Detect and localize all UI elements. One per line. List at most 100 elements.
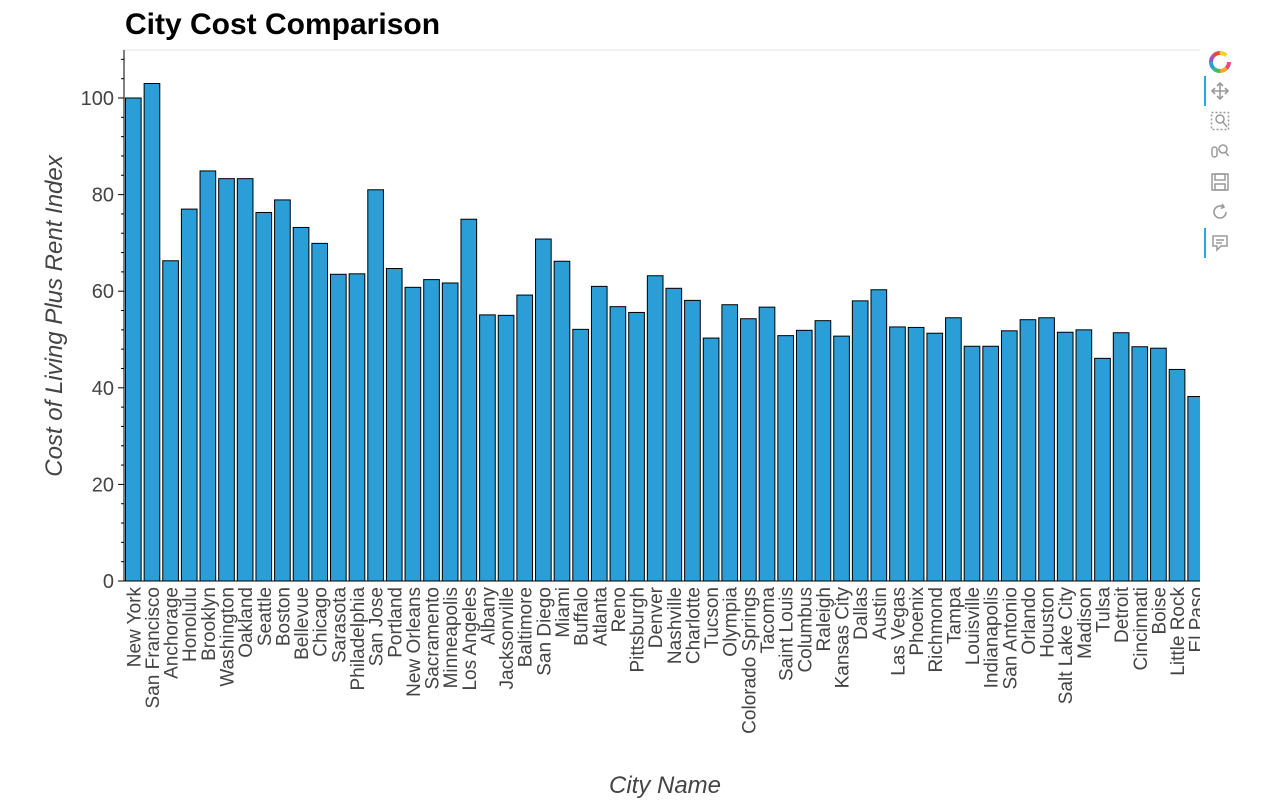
x-tick-label: Saint Louis — [777, 587, 798, 681]
bar — [385, 267, 403, 582]
bar — [1150, 347, 1167, 582]
bar — [1168, 368, 1186, 582]
bar — [795, 329, 813, 582]
x-tick-label: Denver — [646, 586, 667, 648]
bar — [199, 170, 217, 582]
x-tick-label: San Jose — [367, 587, 388, 666]
bars — [124, 83, 1200, 582]
bar — [665, 287, 683, 582]
x-tick-label: Tampa — [944, 587, 965, 644]
x-tick-label: Boise — [1149, 587, 1170, 635]
bar — [684, 299, 701, 582]
x-tick-label: Pittsburgh — [628, 587, 649, 673]
x-tick-label: Minneapolis — [441, 587, 462, 688]
bar — [628, 311, 645, 582]
bar — [1131, 346, 1149, 582]
y-tick-label: 60 — [92, 281, 114, 303]
pan-icon[interactable] — [1208, 79, 1232, 103]
reset-icon[interactable] — [1208, 200, 1232, 224]
x-tick-label: Los Angeles — [460, 587, 481, 691]
bar — [143, 83, 161, 582]
x-tick-label: Anchorage — [162, 587, 183, 679]
x-tick-label: Las Vegas — [889, 587, 910, 676]
bokeh-logo-icon[interactable] — [1208, 50, 1232, 74]
x-tick-label: Colorado Springs — [739, 587, 760, 734]
plot-toolbar — [1204, 48, 1234, 263]
bar — [851, 300, 869, 582]
wheel-zoom-icon[interactable] — [1208, 139, 1232, 163]
bar — [218, 178, 235, 582]
x-tick-label: Seattle — [255, 587, 276, 646]
x-tick-label: Atlanta — [590, 587, 611, 647]
y-tick-label: 80 — [92, 185, 114, 207]
bar — [497, 314, 515, 582]
x-tick-label: Boston — [273, 587, 294, 646]
x-tick-label: Richmond — [926, 587, 947, 673]
x-tick-label: Brooklyn — [199, 587, 220, 661]
x-tick-label: Sarasota — [329, 587, 350, 663]
x-tick-label: Raleigh — [814, 587, 835, 651]
x-axis-label: City Name — [609, 772, 721, 799]
x-tick-label: Miami — [553, 587, 574, 638]
x-tick-label: Baltimore — [516, 587, 537, 667]
bar — [311, 242, 329, 582]
bar — [814, 320, 832, 582]
x-tick-label: Kansas City — [833, 587, 854, 689]
bar — [609, 306, 627, 582]
save-icon[interactable] — [1208, 170, 1232, 194]
y-axis-label: Cost of Living Plus Rent Index — [41, 154, 68, 477]
x-tick-label: Austin — [870, 587, 891, 640]
bar — [236, 178, 254, 582]
pan-active-indicator — [1204, 76, 1206, 106]
hover-icon[interactable] — [1208, 231, 1232, 255]
bar — [702, 337, 720, 582]
bar — [907, 326, 925, 582]
bar — [1187, 395, 1200, 582]
x-tick-label: Indianapolis — [982, 587, 1003, 688]
x-tick-label: Houston — [1038, 587, 1059, 658]
x-tick-label: Albany — [478, 587, 499, 646]
bar — [740, 318, 757, 582]
x-tick-label: Olympia — [721, 587, 742, 657]
x-tick-label: Dallas — [851, 587, 872, 640]
x-tick-label: Oakland — [236, 587, 257, 658]
bar — [441, 282, 459, 582]
bar — [1000, 330, 1018, 582]
x-tick-label: Cincinnati — [1131, 587, 1152, 670]
y-tick-label: 100 — [81, 88, 114, 110]
bar — [348, 273, 366, 582]
bar — [367, 189, 384, 582]
bar — [1075, 329, 1093, 582]
bar — [553, 260, 571, 582]
bar — [870, 289, 888, 582]
x-tick-label: Tacoma — [758, 587, 779, 654]
bar — [460, 218, 478, 582]
bar — [926, 332, 944, 582]
bar — [758, 306, 776, 582]
x-tick-label: Nashville — [665, 587, 686, 664]
bar — [292, 226, 310, 582]
x-tick-label: Charlotte — [684, 587, 705, 664]
x-tick-label: Sacramento — [423, 587, 444, 689]
hover-active-indicator — [1204, 228, 1206, 258]
x-tick-label: Bellevue — [292, 587, 313, 660]
bar — [423, 279, 440, 582]
x-tick-label: Orlando — [1019, 587, 1040, 655]
x-tick-label: Washington — [218, 587, 239, 687]
bar — [124, 97, 142, 582]
x-tick-label: Reno — [609, 587, 630, 632]
bar — [330, 273, 347, 582]
x-tick-label: New Orleans — [404, 587, 425, 697]
bar — [777, 335, 794, 582]
y-tick-label: 40 — [92, 378, 114, 400]
bar — [721, 304, 739, 582]
bar — [180, 208, 198, 582]
x-tick-label: El Paso — [1187, 587, 1200, 652]
bar — [889, 326, 906, 582]
box-zoom-icon[interactable] — [1208, 109, 1232, 133]
bar — [646, 275, 664, 582]
y-axis: 0 20 40 60 80 100 — [81, 50, 125, 593]
x-tick-label: Philadelphia — [348, 587, 369, 691]
